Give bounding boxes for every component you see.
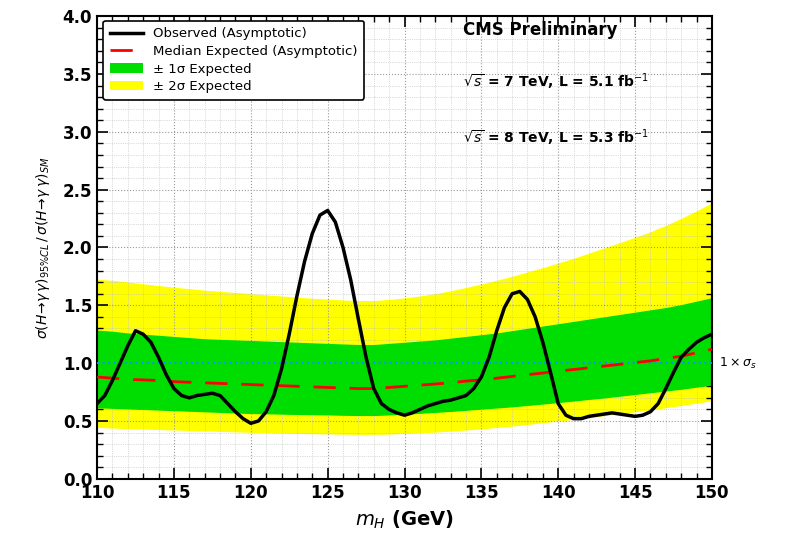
X-axis label: $m_{H}$ (GeV): $m_{H}$ (GeV): [355, 508, 454, 531]
Text: $1\times\sigma_s$: $1\times\sigma_s$: [719, 356, 756, 371]
Text: $\sqrt{s}$ = 7 TeV, L = 5.1 fb$^{-1}$: $\sqrt{s}$ = 7 TeV, L = 5.1 fb$^{-1}$: [463, 72, 649, 92]
Y-axis label: $\sigma(H\!\rightarrow\!\gamma\,\gamma)_{95\%CL}\,/\,\sigma(H\!\rightarrow\!\gam: $\sigma(H\!\rightarrow\!\gamma\,\gamma)_…: [34, 156, 52, 339]
Legend: Observed (Asymptotic), Median Expected (Asymptotic), ± 1σ Expected, ± 2σ Expecte: Observed (Asymptotic), Median Expected (…: [104, 21, 365, 100]
Text: CMS Preliminary: CMS Preliminary: [463, 21, 617, 39]
Text: $\sqrt{s}$ = 8 TeV, L = 5.3 fb$^{-1}$: $\sqrt{s}$ = 8 TeV, L = 5.3 fb$^{-1}$: [463, 127, 649, 147]
